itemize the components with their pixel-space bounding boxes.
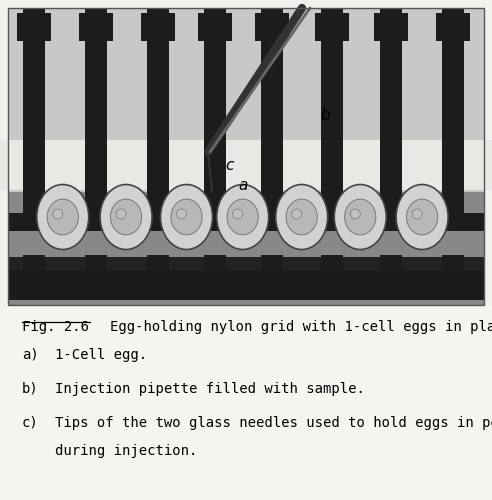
Circle shape <box>233 209 243 219</box>
Text: Fig. 2.6: Fig. 2.6 <box>22 320 89 334</box>
Ellipse shape <box>110 199 142 235</box>
Circle shape <box>177 209 186 219</box>
Bar <box>374 13 408 41</box>
Bar <box>380 255 402 272</box>
Bar <box>0 140 492 190</box>
Ellipse shape <box>344 199 376 235</box>
Text: 1-Cell egg.: 1-Cell egg. <box>55 348 147 362</box>
Text: c: c <box>225 158 233 173</box>
Text: Injection pipette filled with sample.: Injection pipette filled with sample. <box>55 382 365 396</box>
Bar <box>8 8 484 305</box>
Bar <box>79 13 113 41</box>
Ellipse shape <box>47 199 78 235</box>
Bar <box>147 8 169 213</box>
Ellipse shape <box>37 184 89 250</box>
Bar <box>321 255 343 272</box>
Bar <box>8 257 484 272</box>
Bar <box>8 245 484 265</box>
Text: Tips of the two glass needles used to hold eggs in position: Tips of the two glass needles used to ho… <box>55 416 492 430</box>
Bar <box>315 13 349 41</box>
Bar <box>255 13 289 41</box>
Ellipse shape <box>216 184 269 250</box>
Text: b: b <box>320 108 330 123</box>
Circle shape <box>412 209 422 219</box>
Circle shape <box>116 209 126 219</box>
Bar <box>8 213 484 231</box>
Ellipse shape <box>334 184 386 250</box>
Bar <box>321 8 343 213</box>
Bar <box>147 255 169 272</box>
Bar <box>198 13 232 41</box>
Ellipse shape <box>286 199 317 235</box>
Bar <box>261 8 283 213</box>
Bar <box>8 8 484 192</box>
Bar <box>442 255 464 272</box>
Bar <box>436 13 470 41</box>
Text: b): b) <box>22 382 39 396</box>
Ellipse shape <box>276 184 328 250</box>
Ellipse shape <box>160 184 213 250</box>
Ellipse shape <box>171 199 202 235</box>
Bar <box>23 8 45 213</box>
Text: a): a) <box>22 348 39 362</box>
Bar <box>0 305 492 500</box>
Text: a: a <box>238 178 247 193</box>
Bar <box>23 255 45 272</box>
Bar <box>141 13 175 41</box>
Ellipse shape <box>100 184 152 250</box>
Text: Egg-holding nylon grid with 1-cell eggs in place.: Egg-holding nylon grid with 1-cell eggs … <box>110 320 492 334</box>
Bar <box>8 270 484 300</box>
Bar <box>85 8 107 213</box>
Ellipse shape <box>396 184 448 250</box>
Bar <box>17 13 51 41</box>
Circle shape <box>292 209 302 219</box>
Bar <box>442 8 464 213</box>
Ellipse shape <box>406 199 438 235</box>
Bar <box>261 255 283 272</box>
Bar <box>8 192 484 305</box>
Ellipse shape <box>227 199 258 235</box>
Circle shape <box>53 209 63 219</box>
Circle shape <box>350 209 360 219</box>
Bar <box>85 255 107 272</box>
Bar <box>204 8 226 213</box>
Bar <box>204 255 226 272</box>
Bar <box>380 8 402 213</box>
Text: c): c) <box>22 416 39 430</box>
Text: during injection.: during injection. <box>55 444 197 458</box>
